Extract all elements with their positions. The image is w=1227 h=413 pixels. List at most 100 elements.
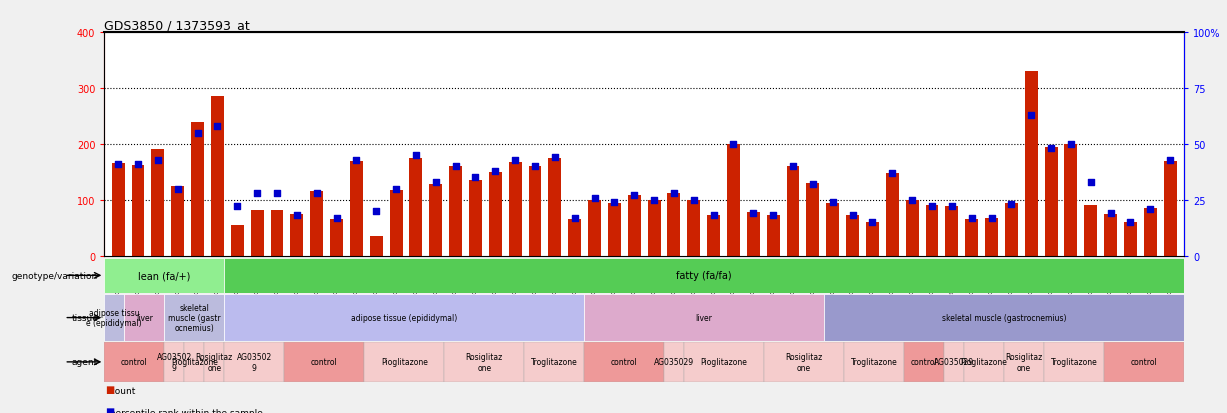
- Point: [346, 157, 366, 164]
- Bar: [904, 342, 944, 382]
- Point: [426, 179, 445, 186]
- Point: [148, 157, 168, 164]
- Bar: [1004, 342, 1044, 382]
- Bar: [985, 218, 998, 256]
- Point: [207, 123, 227, 130]
- Point: [763, 213, 783, 219]
- Point: [1120, 219, 1140, 226]
- Bar: [628, 196, 640, 256]
- Text: Pioglitazone: Pioglitazone: [701, 358, 747, 366]
- Text: agent: agent: [72, 358, 98, 366]
- Point: [625, 192, 644, 199]
- Point: [1061, 141, 1081, 148]
- Bar: [925, 206, 939, 256]
- Point: [843, 213, 863, 219]
- Point: [802, 181, 822, 188]
- Bar: [204, 342, 225, 382]
- Bar: [584, 294, 825, 342]
- Text: Rosiglitaz
one: Rosiglitaz one: [1005, 352, 1043, 372]
- Point: [982, 215, 1001, 221]
- Bar: [104, 258, 225, 293]
- Point: [744, 210, 763, 217]
- Bar: [966, 220, 978, 256]
- Bar: [607, 203, 621, 256]
- Bar: [164, 342, 184, 382]
- Bar: [509, 162, 521, 256]
- Bar: [825, 294, 1184, 342]
- Point: [506, 157, 525, 164]
- Text: Rosiglitaz
one: Rosiglitaz one: [785, 352, 823, 372]
- Point: [326, 215, 346, 221]
- Point: [227, 204, 247, 210]
- Point: [1021, 112, 1040, 119]
- Bar: [944, 342, 964, 382]
- Text: liver: liver: [136, 313, 152, 322]
- Bar: [211, 97, 223, 256]
- Bar: [488, 173, 502, 256]
- Bar: [667, 193, 681, 256]
- Point: [962, 215, 982, 221]
- Bar: [469, 181, 482, 256]
- Bar: [764, 342, 844, 382]
- Text: skeletal
muscle (gastr
ocnemius): skeletal muscle (gastr ocnemius): [168, 303, 221, 332]
- Bar: [1163, 161, 1177, 256]
- Text: liver: liver: [696, 313, 713, 322]
- Point: [783, 164, 802, 170]
- Bar: [184, 342, 204, 382]
- Bar: [1124, 223, 1137, 256]
- Bar: [225, 294, 584, 342]
- Bar: [964, 342, 1004, 382]
- Point: [248, 190, 267, 197]
- Point: [307, 190, 326, 197]
- Bar: [151, 150, 164, 256]
- Bar: [707, 216, 720, 256]
- Text: Pioglitazone: Pioglitazone: [171, 358, 217, 366]
- Bar: [1085, 206, 1097, 256]
- Text: control: control: [910, 358, 937, 366]
- Text: AG035029: AG035029: [934, 358, 974, 366]
- Point: [823, 199, 843, 206]
- Point: [486, 168, 506, 175]
- Bar: [1005, 203, 1018, 256]
- Bar: [1104, 214, 1117, 256]
- Bar: [131, 166, 145, 256]
- Bar: [767, 216, 779, 256]
- Point: [465, 175, 485, 181]
- Bar: [524, 342, 584, 382]
- Bar: [250, 210, 264, 256]
- Bar: [685, 342, 764, 382]
- Text: GDS3850 / 1373593_at: GDS3850 / 1373593_at: [104, 19, 250, 32]
- Text: adipose tissu
e (epididymal): adipose tissu e (epididymal): [86, 308, 142, 328]
- Text: percentile rank within the sample: percentile rank within the sample: [104, 408, 263, 413]
- Bar: [172, 186, 184, 256]
- Bar: [270, 210, 283, 256]
- Point: [585, 195, 605, 202]
- Point: [367, 208, 387, 215]
- Point: [525, 164, 545, 170]
- Bar: [584, 342, 664, 382]
- Text: AG035029: AG035029: [654, 358, 694, 366]
- Bar: [548, 159, 561, 256]
- Bar: [787, 167, 800, 256]
- Text: Rosiglitaz
one: Rosiglitaz one: [465, 352, 503, 372]
- Text: adipose tissue (epididymal): adipose tissue (epididymal): [351, 313, 458, 322]
- Point: [1161, 157, 1180, 164]
- Bar: [906, 200, 919, 256]
- Point: [406, 152, 426, 159]
- Bar: [104, 342, 164, 382]
- Point: [108, 161, 128, 168]
- Bar: [310, 192, 323, 256]
- Point: [1140, 206, 1160, 213]
- Point: [724, 141, 744, 148]
- Text: lean (fa/+): lean (fa/+): [139, 271, 190, 281]
- Text: count: count: [104, 386, 136, 395]
- Text: genotype/variation: genotype/variation: [12, 271, 98, 280]
- Bar: [1104, 342, 1184, 382]
- Text: Troglitazone: Troglitazone: [531, 358, 578, 366]
- Bar: [369, 237, 383, 256]
- Bar: [664, 342, 685, 382]
- Bar: [330, 220, 344, 256]
- Text: AG03502
9: AG03502 9: [157, 352, 191, 372]
- Point: [564, 215, 584, 221]
- Point: [683, 197, 703, 204]
